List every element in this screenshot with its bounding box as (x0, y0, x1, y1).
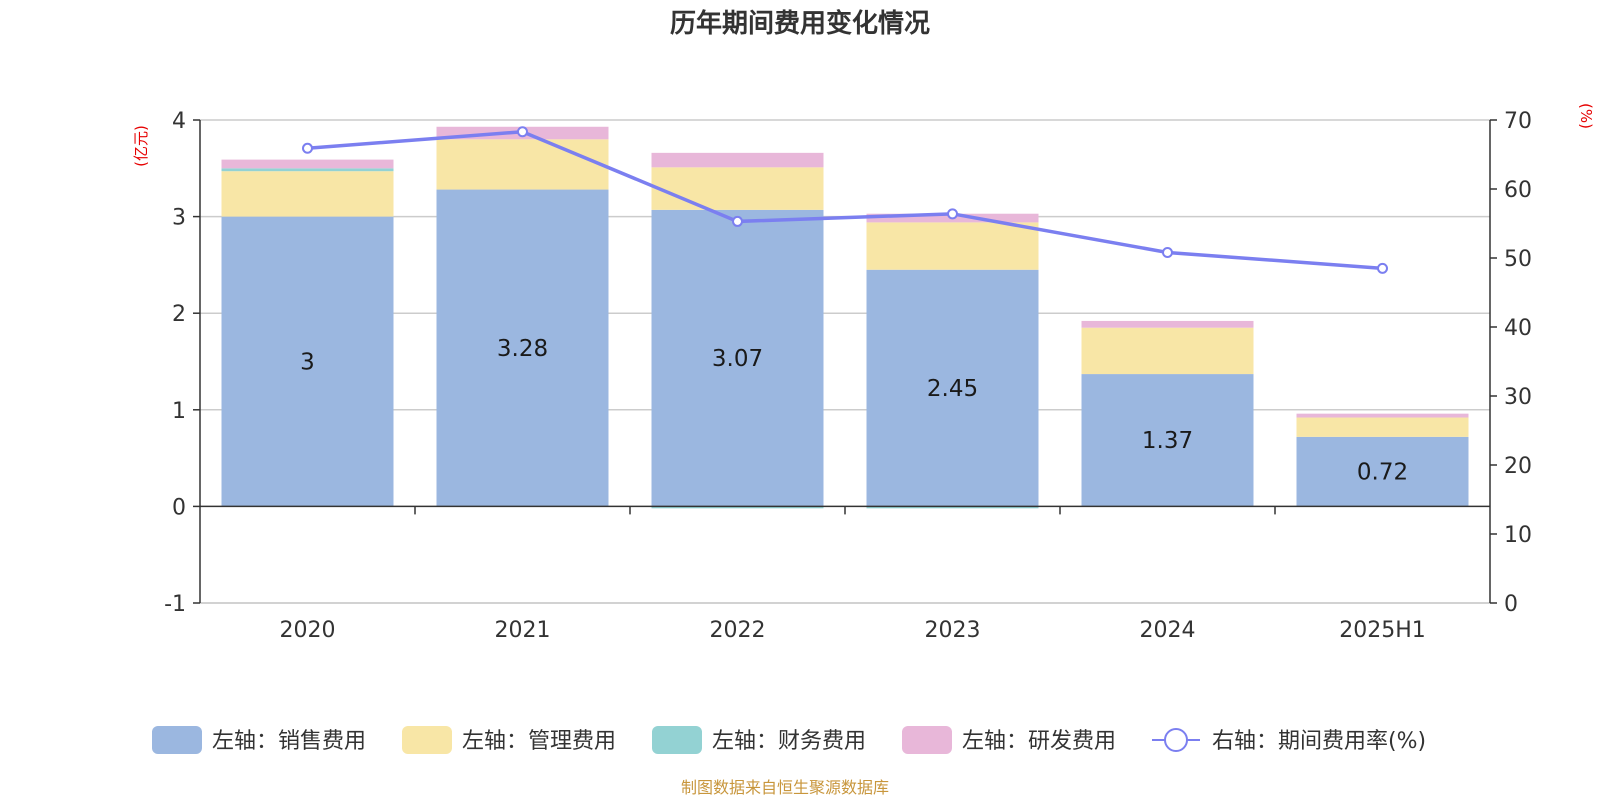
left-tick-label: 1 (172, 399, 186, 424)
right-tick-label: 40 (1504, 316, 1532, 341)
legend-label: 左轴：销售费用 (212, 729, 366, 754)
bar-segment (436, 189, 609, 507)
bar-segment (1081, 320, 1254, 328)
x-tick-label: 2024 (1140, 618, 1196, 643)
legend-label: 右轴：期间费用率(%) (1212, 729, 1426, 754)
bar-segment (1296, 413, 1469, 418)
bar-data-label: 2.45 (927, 376, 978, 402)
legend-marker (1164, 728, 1188, 752)
rate-point (732, 215, 743, 227)
legend-label: 左轴：管理费用 (462, 729, 616, 754)
right-tick-label: 10 (1504, 523, 1532, 548)
right-tick-label: 0 (1504, 592, 1518, 617)
rate-line (307, 129, 1383, 271)
x-tick-label: 2021 (495, 618, 551, 643)
bar-segment (1081, 374, 1254, 507)
bar-segment (221, 216, 394, 507)
bar-segment (866, 269, 1039, 507)
bar-segment (221, 159, 394, 169)
bar-data-label: 0.72 (1357, 460, 1408, 486)
rate-point (1162, 246, 1173, 258)
left-tick-label: -1 (164, 592, 186, 617)
chart-title: 历年期间费用变化情况 (670, 8, 930, 39)
right-tick-label: 50 (1504, 247, 1532, 272)
legend-label: 左轴：研发费用 (962, 729, 1116, 754)
bar-segment (651, 209, 824, 507)
data-labels: 3 3.28 3.07 2.45 1.37 0.72 (300, 336, 1408, 486)
bar-data-label: 3.07 (712, 346, 763, 372)
right-tick-label: 60 (1504, 178, 1532, 203)
left-tick-label: 3 (172, 206, 186, 231)
x-tick-label: 2023 (925, 618, 981, 643)
bar-segment (1296, 417, 1469, 437)
line-series (302, 126, 1388, 274)
bar-segment (221, 168, 394, 172)
legend-swatch (152, 726, 202, 754)
left-tick-label: 4 (172, 109, 186, 134)
legend-swatch (402, 726, 452, 754)
bar-segment (1296, 436, 1469, 507)
bar-segment (866, 506, 1039, 509)
bar-segment (436, 139, 609, 190)
x-tick-label: 2022 (710, 618, 766, 643)
rate-point (302, 142, 313, 154)
legend-swatch (652, 726, 702, 754)
rate-point (947, 208, 958, 220)
left-tick-label: 0 (172, 495, 186, 520)
x-tick-label: 2020 (280, 618, 336, 643)
bar-segment (651, 506, 824, 509)
legend-swatch (902, 726, 952, 754)
bar-segment (651, 167, 824, 210)
bar-series (221, 126, 1469, 509)
bar-segment (1081, 327, 1254, 375)
right-tick-label: 30 (1504, 385, 1532, 410)
rate-point (517, 126, 528, 138)
legend: 左轴：销售费用 左轴：管理费用 左轴：财务费用 左轴：研发费用 右轴：期间费用率(%) (152, 726, 1426, 754)
rate-point (1377, 262, 1388, 274)
bar-segment (651, 152, 824, 168)
left-tick-label: 2 (172, 302, 186, 327)
bar-segment (221, 171, 394, 217)
bar-data-label: 1.37 (1142, 428, 1193, 454)
source-note: 制图数据来自恒生聚源数据库 (681, 778, 889, 797)
right-tick-label: 70 (1504, 109, 1532, 134)
bar-data-label: 3.28 (497, 336, 548, 362)
x-tick-label: 2025H1 (1339, 618, 1426, 643)
bar-data-label: 3 (300, 350, 315, 376)
right-axis-unit: (%) (1577, 103, 1595, 129)
bar-segment (866, 222, 1039, 270)
right-tick-label: 20 (1504, 454, 1532, 479)
left-axis-unit: (亿元) (132, 125, 150, 167)
legend-label: 左轴：财务费用 (712, 729, 866, 754)
